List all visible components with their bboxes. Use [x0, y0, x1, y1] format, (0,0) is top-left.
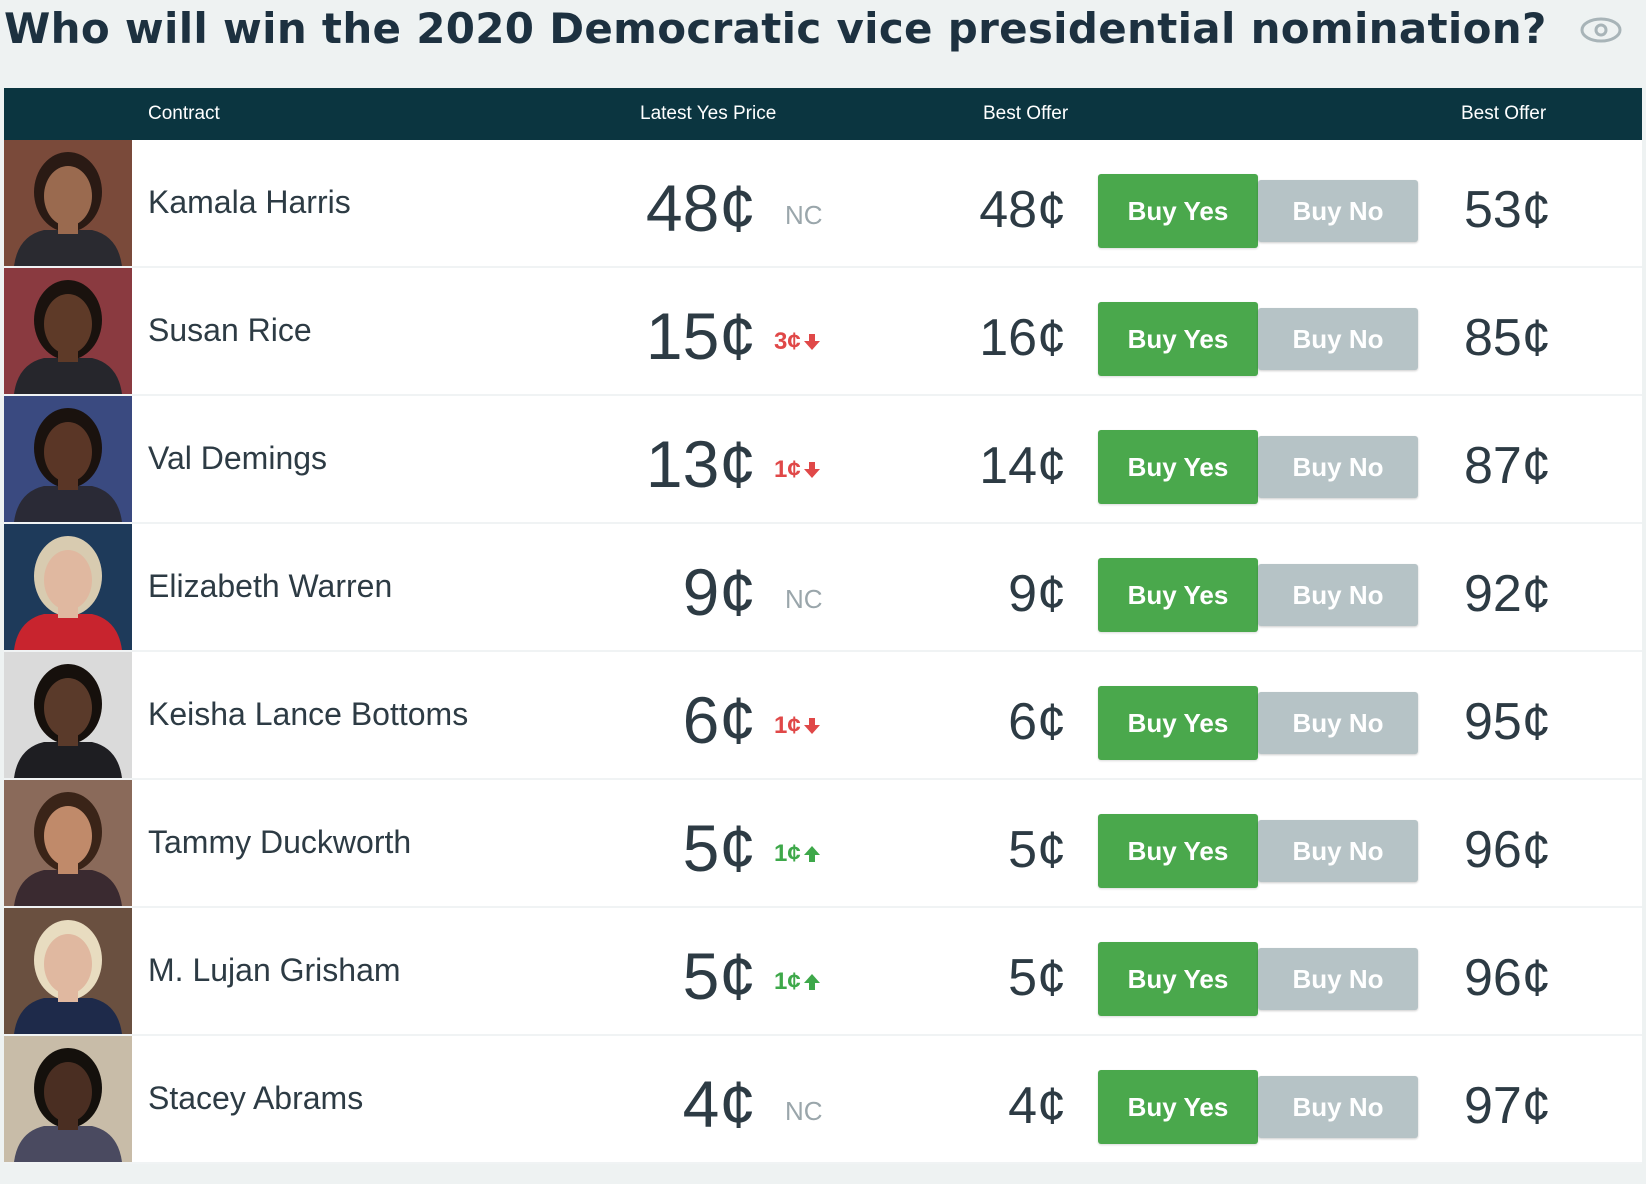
change-text: 1¢: [774, 712, 801, 739]
table-row: Val Demings 13¢ 1¢ 14¢ Buy Yes Buy No 87…: [4, 396, 1642, 524]
best-offer-no: 96¢: [1464, 821, 1551, 879]
table-row: Susan Rice 15¢ 3¢ 16¢ Buy Yes Buy No 85¢: [4, 268, 1642, 396]
buy-no-button[interactable]: Buy No: [1258, 692, 1418, 754]
avatar: [4, 780, 132, 906]
latest-yes-price: 6¢: [682, 683, 756, 757]
contract-name[interactable]: Stacey Abrams: [148, 1080, 364, 1116]
contract-name[interactable]: Val Demings: [148, 440, 328, 476]
contracts-table: Contract Latest Yes Price Best Offer Bes…: [4, 88, 1642, 1164]
buy-yes-button[interactable]: Buy Yes: [1098, 174, 1258, 248]
contract-name[interactable]: Elizabeth Warren: [148, 568, 393, 604]
latest-yes-price: 5¢: [682, 811, 756, 885]
latest-yes-price: 48¢: [645, 171, 756, 245]
change-text: NC: [785, 1096, 823, 1126]
price-change: 1¢: [774, 968, 821, 996]
best-offer-yes: 9¢: [1008, 565, 1066, 623]
arrow-up-icon: [803, 974, 820, 990]
buy-no-button[interactable]: Buy No: [1258, 948, 1418, 1010]
buy-yes-button[interactable]: Buy Yes: [1098, 814, 1258, 888]
price-change: 1¢: [774, 840, 821, 868]
buy-no-button[interactable]: Buy No: [1258, 564, 1418, 626]
best-offer-yes: 48¢: [979, 181, 1066, 239]
price-change: 1¢: [774, 456, 821, 484]
header-best-offer-yes: Best Offer: [983, 103, 1069, 124]
best-offer-yes: 5¢: [1008, 949, 1066, 1007]
price-change: NC: [785, 200, 823, 231]
table-row: Kamala Harris 48¢ NC 48¢ Buy Yes Buy No …: [4, 140, 1642, 268]
contract-name[interactable]: Susan Rice: [148, 312, 312, 348]
table-row: M. Lujan Grisham 5¢ 1¢ 5¢ Buy Yes Buy No…: [4, 908, 1642, 1036]
latest-yes-price: 9¢: [682, 555, 756, 629]
contract-name[interactable]: Kamala Harris: [148, 184, 351, 220]
avatar: [4, 908, 132, 1034]
header-latest-yes-price: Latest Yes Price: [640, 103, 777, 124]
buy-yes-button[interactable]: Buy Yes: [1098, 942, 1258, 1016]
best-offer-no: 85¢: [1464, 309, 1551, 367]
best-offer-no: 95¢: [1464, 693, 1551, 751]
buy-no-button[interactable]: Buy No: [1258, 180, 1418, 242]
best-offer-no: 53¢: [1464, 181, 1551, 239]
best-offer-yes: 16¢: [979, 309, 1066, 367]
price-change: NC: [785, 584, 823, 615]
change-text: NC: [785, 584, 823, 614]
avatar: [4, 1036, 132, 1162]
best-offer-yes: 4¢: [1008, 1077, 1066, 1135]
buy-yes-button[interactable]: Buy Yes: [1098, 430, 1258, 504]
avatar: [4, 140, 132, 266]
avatar: [4, 268, 132, 394]
best-offer-no: 97¢: [1464, 1077, 1551, 1135]
best-offer-yes: 5¢: [1008, 821, 1066, 879]
change-text: 1¢: [774, 968, 801, 995]
best-offer-no: 87¢: [1464, 437, 1551, 495]
eye-icon[interactable]: [1580, 14, 1622, 46]
avatar: [4, 524, 132, 650]
table-row: Keisha Lance Bottoms 6¢ 1¢ 6¢ Buy Yes Bu…: [4, 652, 1642, 780]
table-body: Kamala Harris 48¢ NC 48¢ Buy Yes Buy No …: [4, 140, 1642, 1164]
buy-no-button[interactable]: Buy No: [1258, 820, 1418, 882]
header-best-offer-no: Best Offer: [1461, 103, 1547, 124]
avatar: [4, 652, 132, 778]
avatar: [4, 396, 132, 522]
buy-yes-button[interactable]: Buy Yes: [1098, 686, 1258, 760]
buy-no-button[interactable]: Buy No: [1258, 1076, 1418, 1138]
buy-yes-button[interactable]: Buy Yes: [1098, 558, 1258, 632]
table-header: Contract Latest Yes Price Best Offer Bes…: [4, 88, 1642, 140]
latest-yes-price: 13¢: [645, 427, 756, 501]
table-row: Tammy Duckworth 5¢ 1¢ 5¢ Buy Yes Buy No …: [4, 780, 1642, 908]
best-offer-no: 96¢: [1464, 949, 1551, 1007]
change-text: 3¢: [774, 328, 801, 355]
arrow-down-icon: [803, 334, 820, 350]
price-change: NC: [785, 1096, 823, 1127]
change-text: 1¢: [774, 840, 801, 867]
price-change: 1¢: [774, 712, 821, 740]
table-row: Elizabeth Warren 9¢ NC 9¢ Buy Yes Buy No…: [4, 524, 1642, 652]
change-text: NC: [785, 200, 823, 230]
buy-yes-button[interactable]: Buy Yes: [1098, 1070, 1258, 1144]
buy-no-button[interactable]: Buy No: [1258, 308, 1418, 370]
change-text: 1¢: [774, 456, 801, 483]
latest-yes-price: 5¢: [682, 939, 756, 1013]
arrow-down-icon: [803, 718, 820, 734]
arrow-down-icon: [803, 462, 820, 478]
buy-yes-button[interactable]: Buy Yes: [1098, 302, 1258, 376]
contract-name[interactable]: M. Lujan Grisham: [148, 952, 401, 988]
latest-yes-price: 15¢: [645, 299, 756, 373]
best-offer-yes: 14¢: [979, 437, 1066, 495]
table-row: Stacey Abrams 4¢ NC 4¢ Buy Yes Buy No 97…: [4, 1036, 1642, 1164]
contract-name[interactable]: Keisha Lance Bottoms: [148, 696, 469, 732]
arrow-up-icon: [803, 846, 820, 862]
buy-no-button[interactable]: Buy No: [1258, 436, 1418, 498]
contract-name[interactable]: Tammy Duckworth: [148, 824, 412, 860]
latest-yes-price: 4¢: [682, 1067, 756, 1141]
best-offer-yes: 6¢: [1008, 693, 1066, 751]
header-contract: Contract: [148, 103, 220, 124]
price-change: 3¢: [774, 328, 821, 356]
page-title: Who will win the 2020 Democratic vice pr…: [4, 4, 1547, 53]
best-offer-no: 92¢: [1464, 565, 1551, 623]
